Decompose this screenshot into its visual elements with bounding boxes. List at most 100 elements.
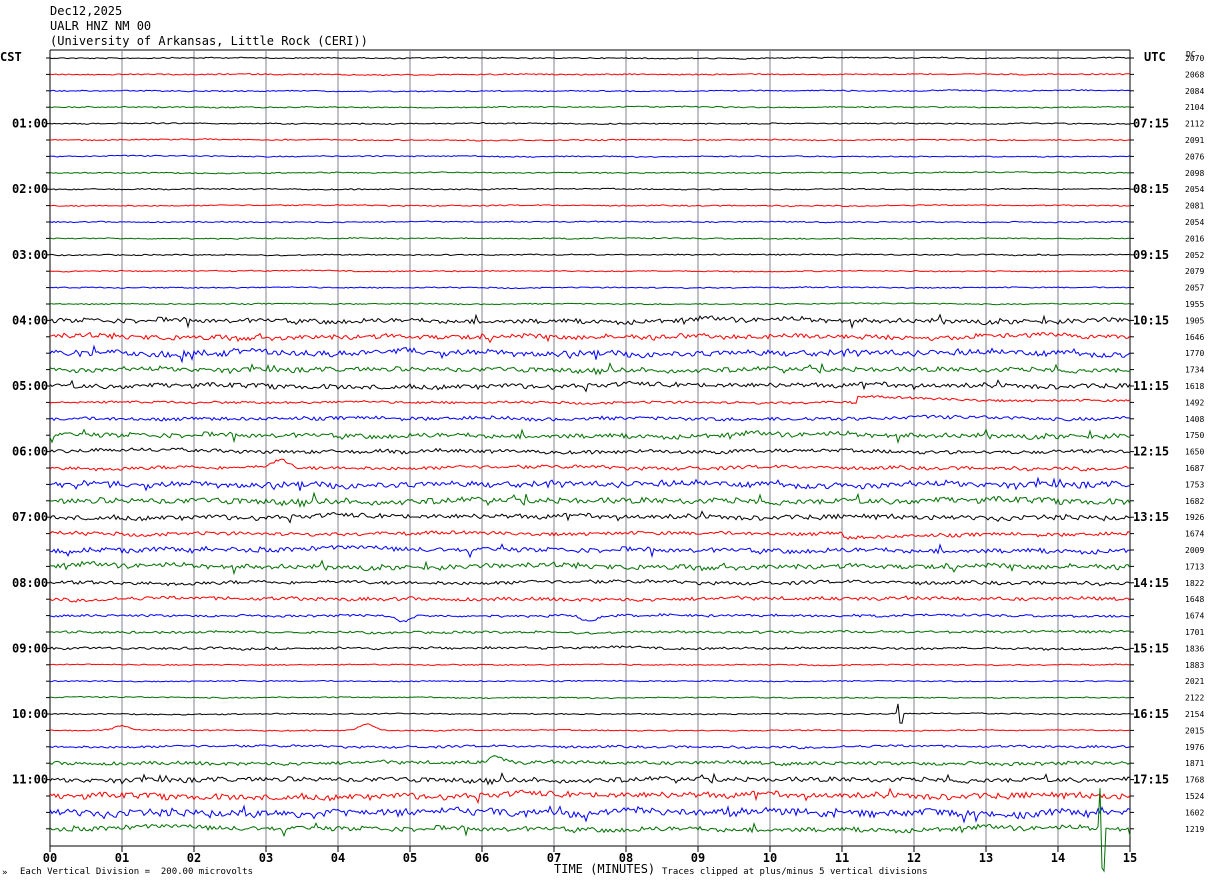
dc-offset-value: 1618 <box>1185 382 1204 391</box>
utc-hour-label: 17:15 <box>1133 773 1169 787</box>
dc-offset-value: 1768 <box>1185 776 1204 785</box>
dc-offset-value: 2016 <box>1185 234 1204 243</box>
dc-offset-value: 2079 <box>1185 267 1204 276</box>
x-tick-label: 09 <box>691 851 705 865</box>
trace-row-37 <box>49 663 1131 667</box>
dc-offset-value: 1955 <box>1185 300 1204 309</box>
dc-offset-value: 1650 <box>1185 448 1204 457</box>
trace-row-5 <box>49 138 1131 142</box>
cst-axis-label: CST <box>0 50 22 64</box>
trace-row-42 <box>49 744 1131 750</box>
cst-hour-label: 06:00 <box>12 445 48 459</box>
dc-offset-value: 1219 <box>1185 825 1204 834</box>
trace-row-26 <box>49 476 1131 492</box>
trace-row-13 <box>49 269 1131 273</box>
trace-row-7 <box>49 171 1131 175</box>
cst-hour-label: 07:00 <box>12 510 48 524</box>
trace-row-1 <box>49 72 1130 76</box>
trace-row-43 <box>49 755 1131 767</box>
dc-offset-value: 1976 <box>1185 743 1204 752</box>
utc-hour-label: 14:15 <box>1133 576 1169 590</box>
dc-offset-value: 1750 <box>1185 431 1204 440</box>
dc-offset-value: 2098 <box>1185 169 1204 178</box>
cst-hour-label: 02:00 <box>12 182 48 196</box>
trace-row-40 <box>49 703 1131 724</box>
x-tick-label: 11 <box>835 851 849 865</box>
trace-row-28 <box>49 510 1131 524</box>
dc-offset-value: 1871 <box>1185 759 1204 768</box>
dc-offset-value: 2081 <box>1185 202 1204 211</box>
dc-offset-value: 1753 <box>1185 480 1204 489</box>
trace-row-35 <box>49 629 1131 635</box>
cst-hour-label: 11:00 <box>12 773 48 787</box>
trace-row-22 <box>49 414 1131 422</box>
cst-hour-label: 01:00 <box>12 117 48 131</box>
trace-row-20 <box>49 379 1131 393</box>
trace-row-17 <box>49 331 1131 344</box>
header-date: Dec12,2025 <box>50 4 123 18</box>
x-tick-label: 12 <box>907 851 921 865</box>
x-tick-label: 01 <box>115 851 129 865</box>
trace-row-11 <box>49 236 1130 240</box>
dc-offset-value: 1770 <box>1185 349 1204 358</box>
dc-offset-value: 2009 <box>1185 546 1204 555</box>
dc-offset-value: 2076 <box>1185 152 1204 161</box>
dc-offset-value: 2122 <box>1185 694 1204 703</box>
x-tick-label: 06 <box>475 851 489 865</box>
cst-hour-label: 03:00 <box>12 248 48 262</box>
dc-offset-value: 1883 <box>1185 661 1204 670</box>
utc-hour-label: 13:15 <box>1133 510 1169 524</box>
dc-offset-value: 1713 <box>1185 562 1204 571</box>
dc-offset-value: 1492 <box>1185 398 1204 407</box>
dc-offset-value: 1701 <box>1185 628 1204 637</box>
cst-hour-label: 08:00 <box>12 576 48 590</box>
dc-offset-value: 1687 <box>1185 464 1204 473</box>
trace-row-10 <box>49 220 1131 224</box>
dc-offset-value: 1524 <box>1185 792 1204 801</box>
dc-offset-value: 1905 <box>1185 316 1204 325</box>
trace-row-2 <box>49 89 1131 93</box>
trace-row-4 <box>49 121 1131 126</box>
dc-offset-value: 2104 <box>1185 103 1204 112</box>
trace-row-23 <box>49 428 1131 444</box>
utc-hour-label: 11:15 <box>1133 379 1169 393</box>
x-tick-label: 04 <box>331 851 345 865</box>
trace-row-45 <box>49 787 1131 805</box>
x-tick-label: 03 <box>259 851 273 865</box>
trace-row-33 <box>49 595 1131 603</box>
trace-row-31 <box>49 559 1131 576</box>
dc-offset-value: 1682 <box>1185 497 1204 506</box>
trace-row-41 <box>49 723 1131 732</box>
dc-offset-value: 1602 <box>1185 808 1204 817</box>
dc-offset-value: 2057 <box>1185 284 1204 293</box>
dc-offset-value: 2068 <box>1185 70 1204 79</box>
x-axis-title: TIME (MINUTES) <box>554 862 656 876</box>
x-tick-label: 08 <box>619 851 633 865</box>
dc-offset-value: 1674 <box>1185 530 1204 539</box>
scale-note: Each Vertical Division = 200.00 microvol… <box>20 867 253 877</box>
x-tick-label: 15 <box>1123 851 1137 865</box>
x-tick-label: 02 <box>187 851 201 865</box>
dc-offset-value: 1646 <box>1185 333 1204 342</box>
dc-column-label: DC <box>1186 50 1196 59</box>
clip-note: Traces clipped at plus/minus 5 vertical … <box>662 867 928 877</box>
cst-hour-label: 05:00 <box>12 379 48 393</box>
header-institution: (University of Arkansas, Little Rock (CE… <box>50 34 368 48</box>
trace-row-27 <box>49 491 1131 509</box>
logo-mark: » <box>2 868 8 878</box>
trace-row-0 <box>49 56 1131 60</box>
utc-hour-label: 08:15 <box>1133 182 1169 196</box>
trace-row-12 <box>49 253 1131 257</box>
dc-offset-value: 2112 <box>1185 120 1204 129</box>
trace-row-29 <box>49 530 1131 540</box>
x-tick-label: 07 <box>547 851 561 865</box>
trace-row-39 <box>49 695 1131 700</box>
trace-row-44 <box>49 772 1131 786</box>
utc-hour-label: 16:15 <box>1133 707 1169 721</box>
utc-hour-label: 10:15 <box>1133 313 1169 327</box>
trace-row-15 <box>49 302 1131 306</box>
dc-offset-value: 2084 <box>1185 87 1204 96</box>
dc-offset-value: 2054 <box>1185 185 1204 194</box>
dc-offset-value: 1836 <box>1185 644 1204 653</box>
trace-row-38 <box>49 679 1131 683</box>
